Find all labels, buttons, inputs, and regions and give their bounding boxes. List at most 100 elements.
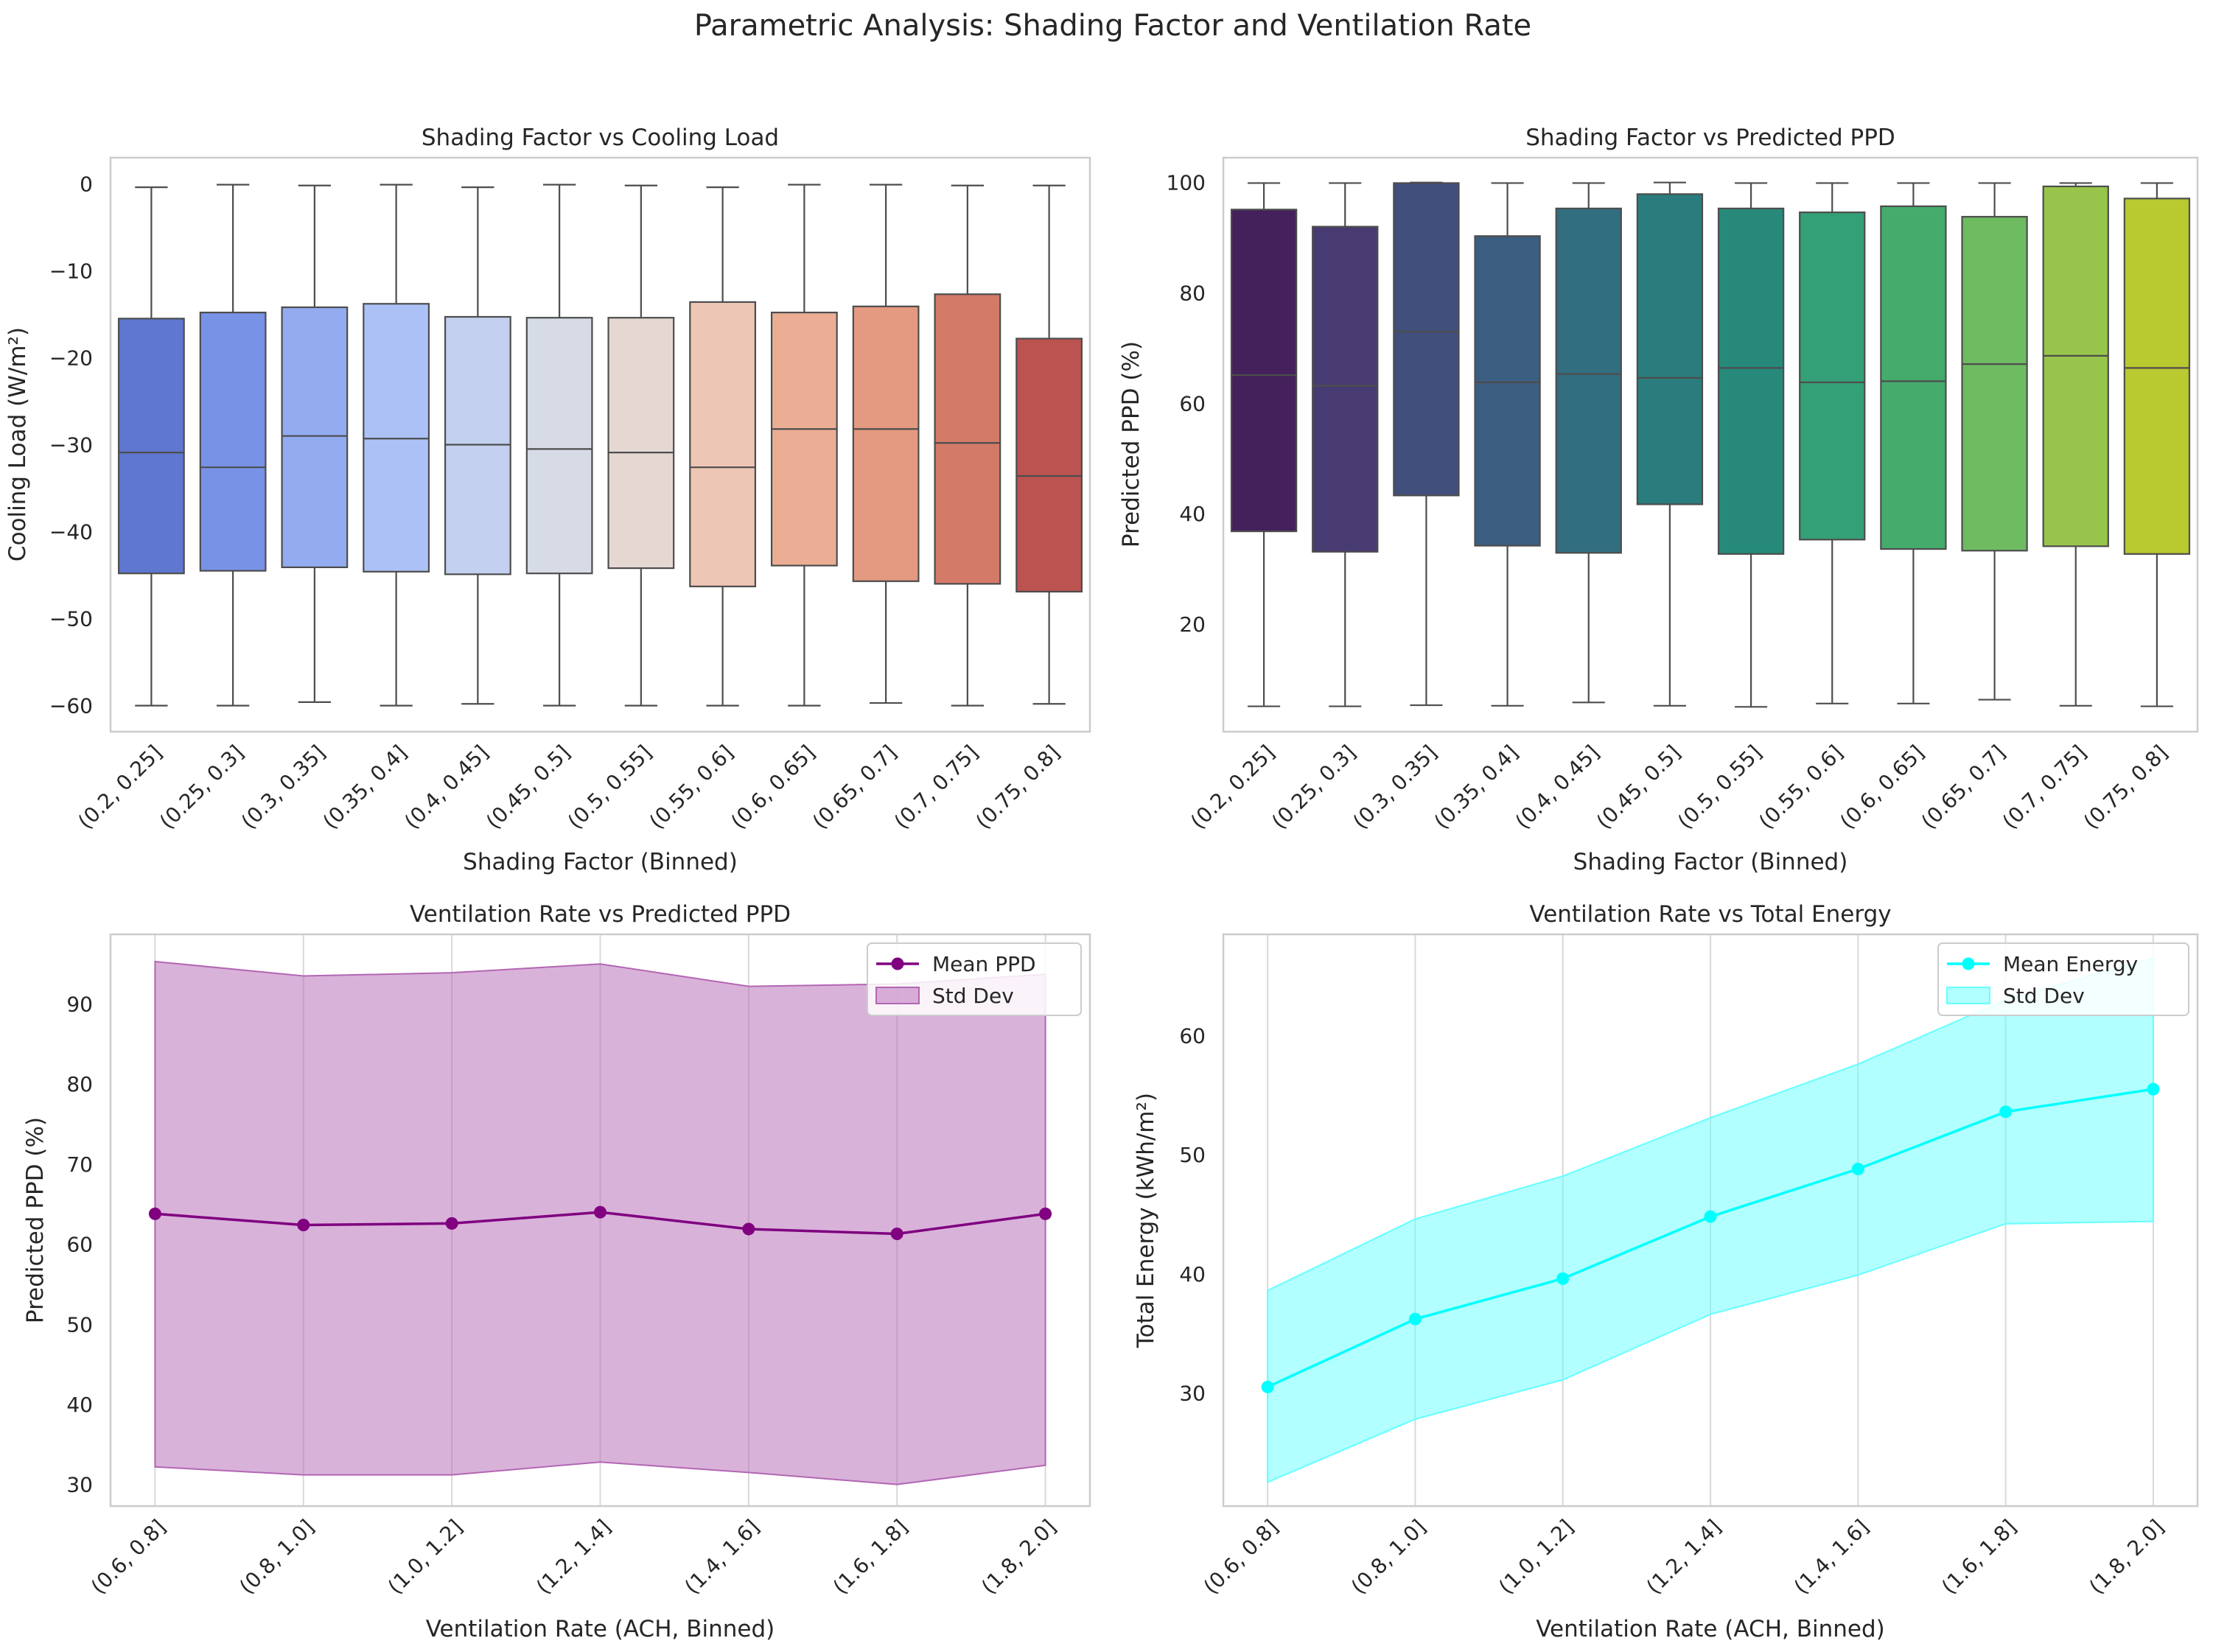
box-2 — [1312, 182, 1379, 707]
box-rect — [525, 317, 593, 575]
y-tick-label: 30 — [1179, 1381, 1206, 1405]
box-rect — [770, 311, 838, 567]
panel-3: Ventilation Rate vs Predicted PPD 30 40 50 6… — [22, 901, 1091, 1642]
box-rect — [1230, 209, 1298, 533]
x-tick-label: (0.7, 0.75] — [1998, 741, 2091, 834]
mean-point — [1851, 1162, 1864, 1175]
box-5 — [1555, 182, 1622, 704]
box-11 — [934, 184, 1001, 707]
y-tick-label: 60 — [1179, 1023, 1206, 1048]
x-tick-label: (0.35, 0.4] — [318, 741, 412, 834]
box-4 — [363, 183, 430, 707]
box-9 — [770, 183, 838, 707]
box-5 — [444, 186, 511, 705]
x-axis-label: Ventilation Rate (ACH, Binned) — [1536, 1616, 1885, 1642]
box-10 — [1961, 182, 2028, 701]
box-1 — [1230, 182, 1298, 707]
x-tick-label: (0.4, 0.45] — [1511, 741, 1604, 834]
x-tick-label: (0.6, 0.8] — [86, 1515, 170, 1599]
y-axis-label: Cooling Load (W/m²) — [4, 327, 31, 561]
box-rect — [2042, 185, 2109, 547]
box-rect — [1880, 205, 1947, 550]
x-tick-label: (0.8, 1.0] — [234, 1515, 318, 1599]
y-tick-label: 50 — [1179, 1143, 1206, 1167]
box-rect — [281, 306, 349, 569]
std-dev-band — [154, 960, 1046, 1485]
box-6 — [525, 183, 593, 707]
legend-label-band: Std Dev — [932, 984, 1014, 1008]
y-axis-label: Total Energy (kWh/m²) — [1133, 1093, 1159, 1348]
box-8 — [689, 186, 757, 707]
axes-frame — [109, 156, 1091, 733]
mean-point — [594, 1205, 606, 1219]
x-tick-label: (1.6, 1.8] — [1937, 1515, 2021, 1599]
y-tick-label: −10 — [49, 259, 93, 283]
box-rect — [2123, 197, 2191, 555]
y-tick-label: 0 — [80, 172, 93, 196]
charts-layer: Shading Factor vs Cooling Load 0 −10 −20 −30… — [4, 125, 2199, 1642]
x-tick-label: (0.35, 0.4] — [1430, 741, 1523, 834]
y-tick-label: −20 — [49, 346, 93, 370]
chart-title: Shading Factor vs Cooling Load — [422, 125, 779, 151]
x-tick-label: (1.8, 2.0] — [2085, 1515, 2169, 1599]
box-rect — [1474, 235, 1541, 547]
x-tick-label: (0.25, 0.3] — [155, 741, 248, 834]
axes-frame — [1222, 156, 2199, 733]
y-axis-label: Predicted PPD (%) — [1118, 341, 1144, 547]
x-axis-label: Shading Factor (Binned) — [1573, 849, 1848, 875]
x-tick-label: (0.75, 0.8] — [971, 741, 1065, 834]
x-tick-label: (0.65, 0.7] — [1917, 741, 2010, 834]
legend-frame — [867, 942, 1082, 1016]
y-tick-label: −30 — [49, 433, 93, 458]
box-8 — [1799, 182, 1866, 704]
mean-point — [1039, 1207, 1052, 1220]
box-rect — [1799, 211, 1866, 541]
legend-marker-swatch — [1962, 957, 1975, 970]
box-1 — [117, 186, 185, 707]
y-tick-label: 90 — [66, 993, 93, 1017]
x-tick-label: (0.55, 0.6] — [1754, 741, 1847, 834]
mean-point — [890, 1227, 903, 1240]
y-tick-label: 20 — [1179, 612, 1206, 637]
y-tick-label: 40 — [66, 1393, 93, 1417]
x-tick-label: (1.0, 1.2] — [383, 1515, 467, 1599]
legend-label-mean: Mean Energy — [2003, 952, 2138, 976]
y-tick-label: 40 — [1179, 1262, 1206, 1287]
box-rect — [1312, 225, 1379, 553]
y-tick-label: 40 — [1179, 502, 1206, 526]
x-tick-label: (0.65, 0.7] — [808, 741, 901, 834]
box-3 — [1393, 181, 1460, 707]
y-tick-label: 70 — [66, 1152, 93, 1177]
x-tick-label: (1.4, 1.6] — [679, 1515, 763, 1599]
mean-point — [1261, 1380, 1274, 1393]
legend-frame — [1937, 942, 2189, 1016]
legend: Mean Energy Std Dev — [1937, 942, 2189, 1016]
axes-frame — [109, 933, 1091, 1508]
y-tick-label: 60 — [66, 1233, 93, 1257]
x-tick-label: (0.6, 0.8] — [1199, 1515, 1283, 1599]
legend: Mean PPD Std Dev — [867, 942, 1082, 1016]
panel-1: Shading Factor vs Cooling Load 0 −10 −20 −30… — [4, 125, 1091, 875]
box-rect — [1555, 207, 1622, 554]
y-tick-label: −60 — [49, 694, 93, 718]
box-rect — [199, 311, 267, 572]
box-rect — [1015, 337, 1083, 593]
x-tick-label: (0.5, 0.55] — [1673, 741, 1766, 834]
box-3 — [281, 184, 349, 703]
x-tick-label: (1.8, 2.0] — [976, 1515, 1060, 1599]
box-rect — [117, 318, 185, 575]
x-axis-label: Shading Factor (Binned) — [463, 849, 738, 875]
x-tick-label: (0.45, 0.5] — [1592, 741, 1685, 834]
box-2 — [199, 183, 267, 707]
x-tick-label: (1.0, 1.2] — [1494, 1515, 1578, 1599]
y-tick-label: 50 — [66, 1312, 93, 1337]
y-tick-label: 30 — [66, 1473, 93, 1497]
box-rect — [1393, 182, 1460, 497]
box-rect — [934, 293, 1001, 585]
mean-point — [297, 1219, 310, 1232]
legend-band-swatch — [1946, 987, 1990, 1004]
x-tick-label: (0.6, 0.65] — [726, 741, 819, 834]
x-axis-label: Ventilation Rate (ACH, Binned) — [426, 1616, 775, 1642]
x-tick-label: (1.2, 1.4] — [531, 1515, 615, 1599]
box-rect — [689, 301, 757, 587]
